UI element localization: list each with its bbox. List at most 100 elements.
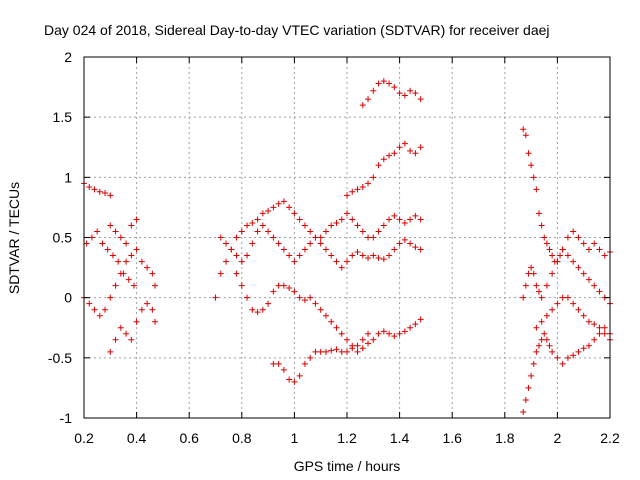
data-point (375, 330, 382, 337)
data-point (280, 246, 287, 253)
data-point (354, 348, 361, 355)
data-point (333, 220, 340, 227)
data-point (104, 246, 111, 253)
data-point (259, 210, 266, 217)
data-point (543, 282, 550, 289)
series-arc-4 (107, 300, 159, 355)
data-point (530, 174, 537, 181)
data-point (144, 300, 151, 307)
x-tick-label: 1 (291, 430, 299, 446)
data-point (123, 258, 130, 265)
data-point (585, 318, 592, 325)
data-point (407, 324, 414, 331)
data-point (249, 240, 256, 247)
data-point (549, 270, 556, 277)
data-point (83, 240, 90, 247)
data-point (286, 376, 293, 383)
data-point (259, 222, 266, 229)
data-point (380, 328, 387, 335)
x-tick-label: 1.6 (442, 430, 462, 446)
data-point (522, 396, 529, 403)
data-point (99, 240, 106, 247)
data-point (133, 318, 140, 325)
data-point (328, 252, 335, 259)
data-point (370, 174, 377, 181)
data-point (533, 186, 540, 193)
data-point (522, 282, 529, 289)
data-point (312, 348, 319, 355)
data-point (601, 252, 608, 259)
data-point (375, 80, 382, 87)
data-point (375, 162, 382, 169)
data-point (596, 288, 603, 295)
data-point (585, 342, 592, 349)
data-point (575, 306, 582, 313)
data-point (391, 212, 398, 219)
data-point (535, 342, 542, 349)
data-point (365, 330, 372, 337)
data-point (301, 222, 308, 229)
data-point (344, 348, 350, 355)
data-point (525, 270, 532, 277)
data-point (344, 210, 350, 217)
x-tick-label: 1.4 (390, 430, 410, 446)
series-arc-13 (520, 324, 613, 415)
data-point (152, 318, 159, 325)
data-point (370, 87, 377, 94)
data-point (401, 140, 408, 147)
x-tick-label: 0.8 (232, 430, 252, 446)
axis-ticks: 0.2 0.4 0.6 0.8 1 1.2 1.4 1.6 1.8 2 2.2 -1 -0.5 0 0.5 1… (48, 49, 620, 446)
data-point (557, 252, 564, 259)
data-point (223, 258, 230, 265)
data-point (112, 282, 119, 289)
data-point (128, 252, 135, 259)
data-point (401, 328, 408, 335)
series-arc-12 (520, 126, 613, 307)
y-tick-label: -1 (60, 410, 73, 426)
data-point (349, 216, 356, 223)
data-point (601, 330, 608, 337)
data-point (265, 300, 272, 307)
data-point (312, 234, 319, 241)
data-point (270, 234, 277, 241)
data-point (117, 324, 124, 331)
data-point (312, 300, 319, 307)
data-point (233, 252, 240, 259)
data-point (370, 252, 377, 259)
series-arc-2 (83, 228, 137, 289)
data-point (233, 234, 240, 241)
data-point (546, 342, 553, 349)
series-arc-6 (212, 198, 424, 301)
y-tick-label: 1.5 (53, 109, 73, 125)
data-point (244, 222, 251, 229)
data-point (520, 294, 527, 301)
data-point (535, 210, 542, 217)
y-tick-label: 0 (64, 290, 72, 306)
data-points (81, 78, 613, 415)
data-point (275, 240, 282, 247)
data-point (407, 87, 414, 94)
data-point (322, 246, 329, 253)
data-point (328, 222, 335, 229)
data-point (380, 256, 387, 263)
data-point (528, 372, 535, 379)
data-point (349, 252, 356, 259)
data-point (217, 270, 224, 277)
data-point (596, 330, 603, 337)
data-point (564, 234, 571, 241)
data-point (107, 294, 114, 301)
data-point (391, 150, 398, 157)
series-arc-1 (81, 180, 114, 199)
chart-title: Day 024 of 2018, Sidereal Day-to-day VTE… (44, 22, 550, 38)
data-point (528, 264, 535, 271)
data-point (391, 84, 398, 91)
data-point (280, 366, 287, 373)
data-point (386, 216, 393, 223)
data-point (338, 264, 345, 271)
data-point (286, 204, 293, 211)
data-point (128, 222, 135, 229)
data-point (307, 240, 314, 247)
data-point (212, 294, 219, 301)
data-point (322, 348, 329, 355)
data-point (407, 240, 414, 247)
